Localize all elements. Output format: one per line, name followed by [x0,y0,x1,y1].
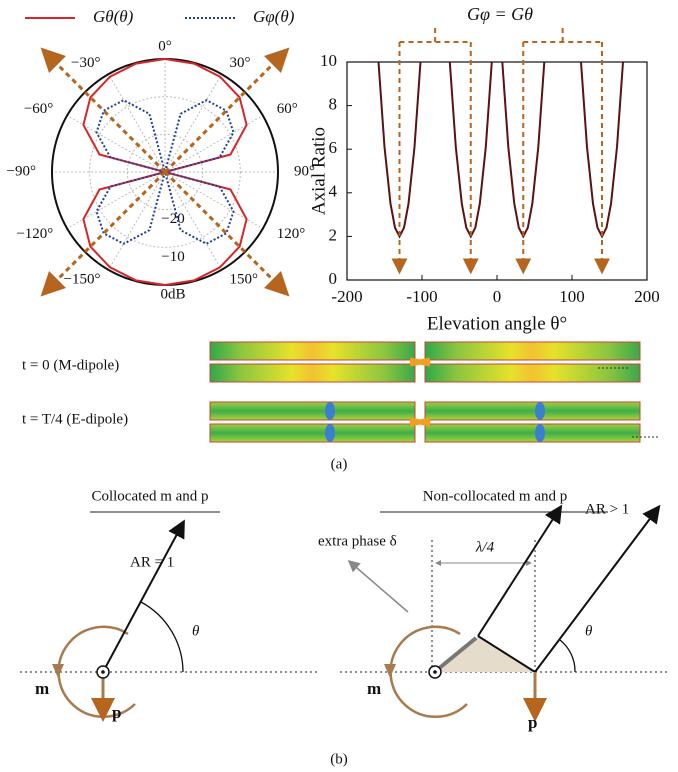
angle-grid-line [108,73,166,173]
x-tick-label: 100 [559,287,585,306]
pattern-curve [82,57,248,286]
y-tick-label: 4 [329,182,338,201]
y-tick-label: 0 [329,269,338,288]
angle-grid-line [66,171,166,229]
p-label: p [112,703,121,722]
x-axis-label: Elevation angle θ° [427,313,567,334]
radial-grid-ring [89,96,241,248]
polarization-arrow [40,47,167,174]
angle-grid-line [164,73,222,173]
angle-label: θ [192,623,200,639]
caption: (a) [331,456,348,472]
p-label: p [528,713,537,732]
radial-tick-label: −20 [161,211,184,227]
x-tick-label: 0 [493,287,502,306]
radial-tick-label: 0dB [160,286,185,302]
angle-grid-line [164,115,264,173]
angle-tick-label: 0° [158,38,172,54]
polarization-arrow [40,170,167,297]
diagram-left [20,511,320,722]
ar-label: AR > 1 [585,501,629,517]
angle-tick-label: −30° [71,55,100,71]
angle-tick-label: −90° [7,163,36,179]
x-tick-label: -200 [331,287,362,306]
angle-tick-label: −120° [16,226,53,242]
angle-tick-label: 60° [277,101,298,117]
caption: (b) [330,751,348,767]
right-title: Non-collocated m and p [423,488,568,504]
angle-tick-label: 120° [277,226,306,242]
annotation: Gφ = Gθ [467,4,533,24]
left-title: Collocated m and p [91,488,208,504]
angle-tick-label: 90° [294,163,315,179]
y-tick-label: 6 [329,138,338,157]
angle-tick-label: −150° [64,272,101,288]
row-label: t = 0 (M-dipole) [22,357,119,373]
m-label: m [35,679,49,698]
spacing-label: λ/4 [475,539,495,555]
ar-label: AR = 1 [130,554,174,570]
polarization-arrow [163,47,290,174]
y-tick-label: 2 [329,225,338,244]
field-strips [209,341,660,443]
angle-tick-label: −60° [24,101,53,117]
x-tick-label: -100 [406,287,437,306]
polarization-arrow [163,170,290,297]
phase-label: extra phase δ [318,533,397,549]
legend-label: Gφ(θ) [253,7,295,26]
y-axis-label: Axial Ratio [308,127,329,215]
angle-tick-label: 30° [230,55,251,71]
radial-grid-ring [126,133,204,211]
angle-label: θ [585,623,593,639]
angle-grid-line [164,171,264,229]
axial-ratio-curve [377,61,624,239]
y-tick-label: 10 [320,51,337,70]
angle-grid-line [164,171,222,271]
angle-grid-line [108,171,166,271]
y-tick-label: 8 [329,95,338,114]
m-label: m [367,679,381,698]
angle-grid-line [66,115,166,173]
legend-label: Gθ(θ) [93,7,134,26]
angle-tick-label: 150° [230,272,259,288]
row-label: t = T/4 (E-dipole) [22,411,128,427]
radial-tick-label: −10 [161,249,184,265]
x-tick-label: 200 [634,287,660,306]
diagram-right [340,504,670,722]
